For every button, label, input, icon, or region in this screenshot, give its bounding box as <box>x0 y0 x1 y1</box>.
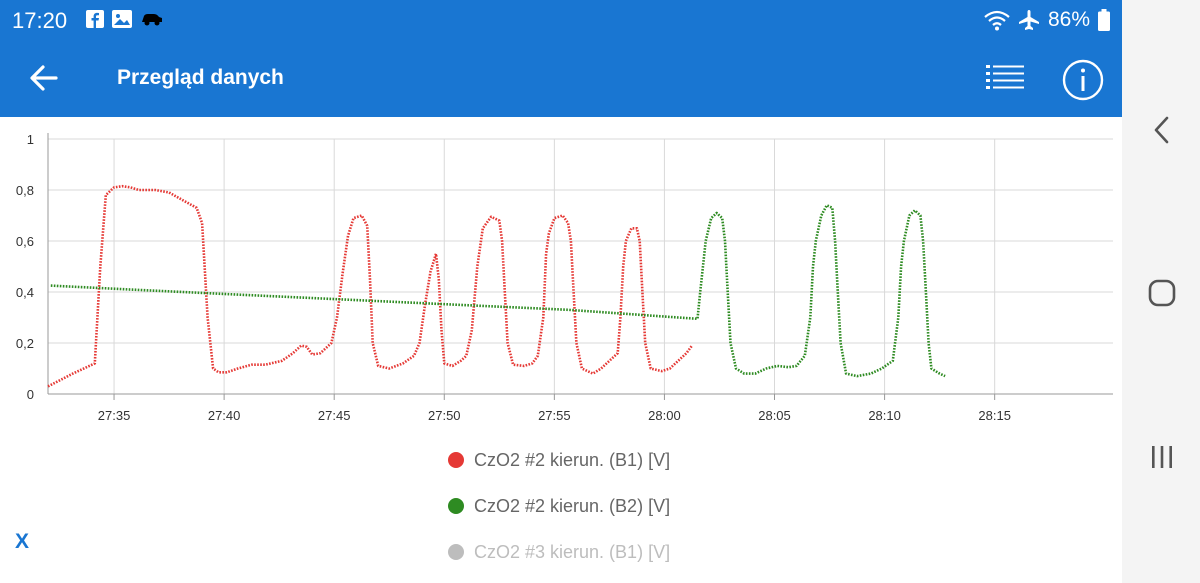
nav-back-icon <box>1154 116 1169 144</box>
x-tick-label: 28:10 <box>868 408 901 423</box>
back-button[interactable] <box>26 60 66 96</box>
legend-label: CzO2 #3 kierun. (B1) [V] <box>474 541 671 562</box>
nav-back-button[interactable] <box>1142 110 1182 150</box>
y-tick-label: 0,4 <box>16 285 34 300</box>
car-icon <box>142 14 162 26</box>
series-line-1 <box>50 204 946 378</box>
x-tick-label: 28:15 <box>978 408 1011 423</box>
x-tick-label: 27:45 <box>318 408 351 423</box>
nav-home-icon <box>1148 279 1176 307</box>
status-time: 17:20 <box>12 8 68 33</box>
line-chart: 0 0,2 0,4 0,6 0,8 1 27:35 27:40 27:45 27:50 27:55 2… <box>0 117 1122 437</box>
list-button[interactable] <box>982 60 1028 98</box>
legend-dot-red-icon <box>448 452 464 468</box>
notification-icons <box>86 10 164 28</box>
facebook-icon <box>86 10 104 28</box>
page-title: Przegląd danych <box>117 66 284 89</box>
x-tick-label: 28:00 <box>648 408 681 423</box>
battery-icon <box>1098 9 1110 31</box>
nav-recents-icon <box>1152 446 1172 468</box>
chart-axes <box>47 133 1113 400</box>
navigation-bar <box>1122 0 1200 583</box>
chart-series <box>47 184 946 388</box>
y-tick-label: 0,8 <box>16 183 34 198</box>
legend-item-b3[interactable]: CzO2 #3 kierun. (B1) [V] <box>446 529 846 575</box>
y-tick-label: 0 <box>27 387 34 402</box>
legend-dot-gray-icon <box>448 544 464 560</box>
legend-label: CzO2 #2 kierun. (B2) [V] <box>474 495 671 516</box>
airplane-icon <box>1018 10 1039 30</box>
info-button[interactable] <box>1060 57 1106 103</box>
back-arrow-icon <box>30 65 58 91</box>
close-x-button[interactable]: X <box>15 530 30 553</box>
x-tick-label: 27:50 <box>428 408 461 423</box>
legend-label: CzO2 #2 kierun. (B1) [V] <box>474 449 671 470</box>
nav-recents-button[interactable] <box>1142 437 1182 477</box>
series-line-0 <box>47 184 694 388</box>
legend-item-b1[interactable]: CzO2 #2 kierun. (B1) [V] <box>446 437 846 483</box>
chart-legend: CzO2 #2 kierun. (B1) [V] CzO2 #2 kierun.… <box>446 437 846 575</box>
x-tick-label: 27:55 <box>538 408 571 423</box>
nav-home-button[interactable] <box>1142 273 1182 313</box>
app-bar: Przegląd danych <box>0 40 1122 117</box>
battery-percent: 86% <box>1047 8 1090 31</box>
legend-item-b2[interactable]: CzO2 #2 kierun. (B2) [V] <box>446 483 846 529</box>
y-tick-label: 0,6 <box>16 234 34 249</box>
status-bar: 17:20 86% <box>0 0 1122 40</box>
x-tick-label: 28:05 <box>758 408 791 423</box>
info-icon <box>1062 59 1104 101</box>
x-tick-label: 27:35 <box>98 408 131 423</box>
chart-tick-labels: 0 0,2 0,4 0,6 0,8 1 27:35 27:40 27:45 27:50 27:55 2… <box>16 132 1011 423</box>
list-icon <box>986 65 1024 89</box>
x-tick-label: 27:40 <box>208 408 241 423</box>
y-tick-label: 1 <box>27 132 34 147</box>
chart-grid <box>48 138 1113 395</box>
legend-dot-green-icon <box>448 498 464 514</box>
chart-svg: 0 0,2 0,4 0,6 0,8 1 27:35 27:40 27:45 27:50 27:55 2… <box>16 132 1113 423</box>
wifi-icon <box>984 10 1010 31</box>
gallery-icon <box>112 10 132 28</box>
y-tick-label: 0,2 <box>16 336 34 351</box>
